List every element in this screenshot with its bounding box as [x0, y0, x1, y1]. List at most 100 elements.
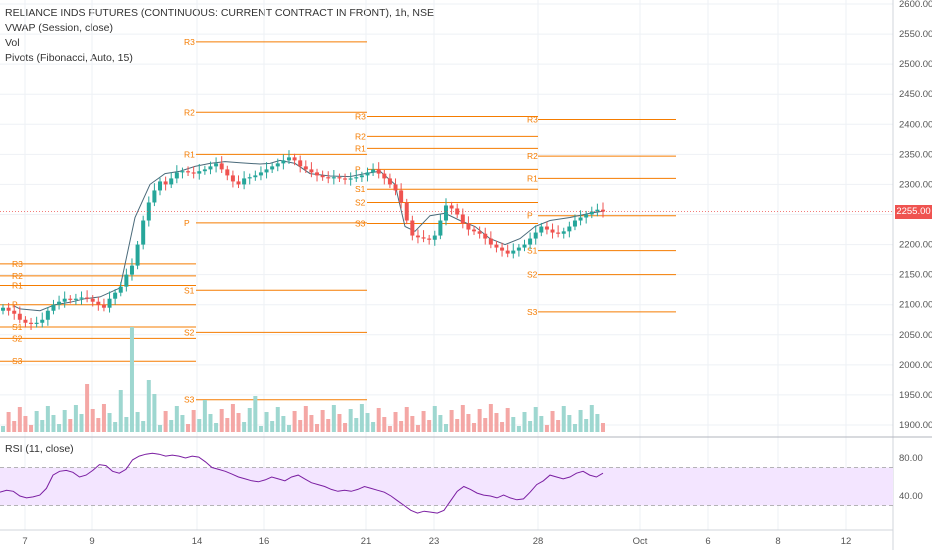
vwap-line — [13, 159, 606, 312]
candle-body — [270, 166, 275, 170]
volume-bar — [326, 419, 331, 432]
candle-body — [472, 229, 477, 232]
time-axis-tick: 21 — [361, 536, 372, 547]
volume-bar — [601, 423, 605, 432]
volume-bar — [258, 426, 263, 432]
pivot-label-s3: S3 — [527, 307, 538, 317]
candle-body — [208, 166, 213, 170]
volume-bar — [163, 411, 168, 432]
candle-body — [410, 220, 415, 236]
candle-body — [567, 226, 572, 232]
candle-body — [135, 244, 140, 266]
pivot-label-p: P — [527, 211, 533, 221]
rsi-legend[interactable]: RSI (11, close) — [5, 443, 74, 455]
candle-body — [427, 238, 432, 240]
candle-body — [511, 250, 516, 254]
candle-body — [191, 172, 196, 174]
volume-bar — [404, 407, 409, 432]
volume-bar — [354, 418, 359, 432]
time-axis-tick: 14 — [192, 536, 203, 547]
candle-body — [146, 202, 151, 221]
volume-bar — [118, 390, 123, 432]
time-axis-tick: 28 — [533, 536, 544, 547]
candle-body — [488, 238, 493, 245]
volume-bar — [393, 412, 398, 432]
candle-body — [23, 319, 28, 323]
candle-body — [202, 169, 207, 172]
volume-bar — [578, 410, 583, 432]
volume-bar — [1, 426, 5, 432]
pivots-indicator-label[interactable]: Pivots (Fibonacci, Auto, 15) — [5, 52, 133, 64]
volume-bar — [595, 414, 600, 432]
candle-body — [421, 237, 426, 239]
pivot-label-s1: S1 — [12, 322, 23, 332]
volume-bar — [460, 405, 465, 432]
price-axis-tick: 2400.00 — [899, 119, 932, 130]
volume-bar — [101, 404, 106, 432]
time-axis-tick: 23 — [429, 536, 440, 547]
volume-bar — [135, 412, 140, 432]
candle-body — [96, 301, 101, 305]
vwap-indicator-label[interactable]: VWAP (Session, close) — [5, 22, 113, 34]
volume-bar — [68, 419, 73, 432]
volume-indicator-label[interactable]: Vol — [5, 37, 20, 49]
rsi-axis-tick: 80.00 — [899, 453, 923, 464]
volume-bar — [79, 414, 84, 432]
candle-body — [158, 181, 163, 191]
pivot-label-r2: R2 — [355, 131, 366, 141]
volume-bar — [180, 415, 185, 432]
volume-bar — [6, 412, 11, 432]
candle-body — [522, 244, 527, 248]
volume-bar — [343, 423, 348, 432]
price-axis-tick: 2150.00 — [899, 270, 932, 281]
price-axis-tick: 1950.00 — [899, 390, 932, 401]
volume-bar — [382, 417, 387, 432]
volume-bar — [264, 412, 269, 432]
volume-bar — [12, 421, 17, 432]
volume-bar — [505, 408, 510, 432]
volume-bar — [550, 411, 555, 432]
candle-body — [12, 310, 17, 314]
candle-body — [118, 286, 123, 293]
volume-bar — [40, 420, 45, 432]
volume-bar — [556, 420, 561, 432]
symbol-title[interactable]: RELIANCE INDS FUTURES (CONTINUOUS: CURRE… — [5, 7, 434, 19]
volume-bar — [589, 405, 594, 432]
time-axis-tick: 7 — [22, 536, 27, 547]
candle-body — [432, 235, 437, 240]
chart-legend: RELIANCE INDS FUTURES (CONTINUOUS: CURRE… — [5, 6, 434, 66]
time-axis-tick: 12 — [841, 536, 852, 547]
candle-body — [225, 169, 230, 176]
candle-body — [90, 298, 95, 302]
volume-bar — [522, 412, 527, 432]
volume-bar — [45, 406, 50, 432]
candle-body — [258, 172, 263, 176]
volume-bar — [214, 423, 219, 432]
candle-body — [533, 232, 538, 239]
candle-body — [236, 181, 241, 185]
volume-bar — [247, 408, 252, 432]
candle-body — [275, 163, 280, 167]
price-axis-tick: 2550.00 — [899, 29, 932, 40]
candle-body — [466, 223, 471, 230]
candle-body — [387, 178, 392, 185]
candle-body — [1, 307, 5, 311]
volume-bar — [399, 421, 404, 432]
volume-bar — [438, 415, 443, 432]
pivot-label-s1: S1 — [184, 285, 195, 295]
candle-body — [247, 177, 252, 179]
candle-body — [298, 160, 303, 167]
candle-body — [152, 190, 157, 203]
volume-bar — [51, 415, 56, 432]
volume-bar — [186, 424, 191, 432]
candle-body — [393, 184, 398, 191]
pivot-label-s3: S3 — [184, 395, 195, 405]
volume-bar — [511, 417, 516, 432]
volume-bar — [455, 419, 460, 432]
price-axis-tick: 2100.00 — [899, 300, 932, 311]
candle-body — [595, 209, 600, 212]
volume-bar — [124, 417, 129, 432]
pivot-label-r2: R2 — [184, 107, 195, 117]
candle-body — [34, 322, 39, 324]
